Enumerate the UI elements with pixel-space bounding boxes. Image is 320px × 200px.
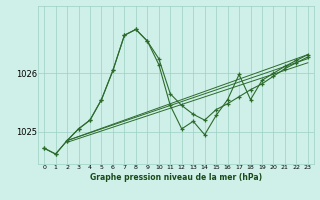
X-axis label: Graphe pression niveau de la mer (hPa): Graphe pression niveau de la mer (hPa)	[90, 173, 262, 182]
